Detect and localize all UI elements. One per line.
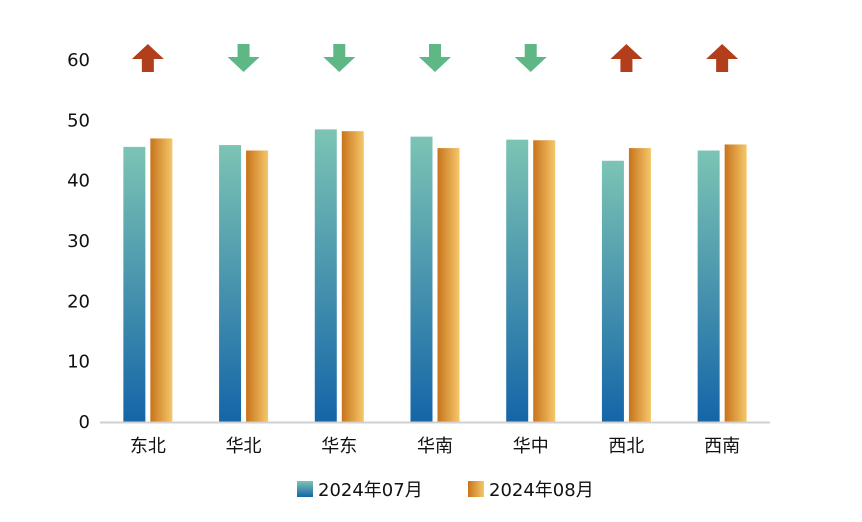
y-axis: 0 10 20 30 40 50 60 [67,50,90,433]
x-tick-label: 华中 [513,436,549,457]
x-tick-label: 西北 [608,436,644,457]
legend-label-2024-08: 2024年08月 [489,480,594,501]
bar-2024-08-西北 [628,148,651,422]
y-tick-label: 40 [67,171,90,192]
y-tick-label: 10 [67,352,90,373]
y-tick-label: 60 [67,50,90,71]
x-tick-label: 东北 [130,436,166,457]
trend-down-arrow-icon-华东 [323,44,356,72]
bar-2024-07-西北 [601,160,624,423]
trend-up-arrow-icon-西北 [610,44,643,72]
bar-2024-08-华东 [341,131,364,422]
x-tick-label: 华北 [226,436,262,457]
bar-2024-07-华中 [506,139,529,422]
trend-down-arrow-icon-华北 [227,44,260,72]
bars [123,129,747,423]
y-tick-label: 20 [67,291,90,312]
trend-up-arrow-icon-西南 [706,44,739,72]
legend-swatch-2024-08 [468,481,484,497]
x-tick-label: 西南 [704,436,740,457]
bar-2024-07-华北 [219,145,242,422]
y-tick-label: 0 [79,412,90,433]
trend-arrows [131,44,739,72]
x-axis: 东北 华北 华东 华南 华中 西北 西南 [130,436,740,457]
x-tick-label: 华东 [321,436,357,457]
legend: 2024年07月 2024年08月 [297,480,594,501]
bar-2024-08-西南 [724,144,747,422]
bar-2024-07-东北 [123,146,146,422]
y-tick-label: 30 [67,231,90,252]
y-tick-label: 50 [67,110,90,131]
trend-down-arrow-icon-华南 [419,44,451,72]
legend-swatch-2024-07 [297,481,313,497]
x-tick-label: 华南 [417,436,453,457]
trend-up-arrow-icon-东北 [131,44,164,72]
bar-2024-08-华北 [246,150,269,422]
bar-2024-08-华南 [437,148,460,422]
bar-2024-07-华东 [314,129,337,422]
legend-label-2024-07: 2024年07月 [318,480,423,501]
bar-2024-07-华南 [410,136,433,422]
bar-2024-08-华中 [533,140,556,422]
trend-down-arrow-icon-华中 [514,44,547,72]
bar-2024-08-东北 [150,138,173,422]
bar-2024-07-西南 [697,150,720,422]
